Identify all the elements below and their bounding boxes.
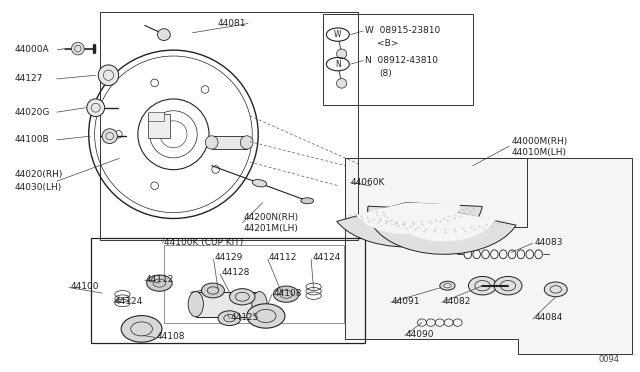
Text: 44020(RH): 44020(RH) <box>14 170 63 179</box>
Text: 44125: 44125 <box>231 313 259 322</box>
Ellipse shape <box>252 292 267 317</box>
Text: 44000A: 44000A <box>14 45 49 54</box>
Ellipse shape <box>301 198 314 204</box>
Ellipse shape <box>99 65 118 86</box>
Text: N  08912-43810: N 08912-43810 <box>365 56 438 65</box>
Ellipse shape <box>102 129 117 144</box>
Ellipse shape <box>230 289 255 305</box>
Ellipse shape <box>241 136 253 149</box>
Text: 44129: 44129 <box>215 253 243 263</box>
Bar <box>91 238 365 343</box>
Text: W  08915-23810: W 08915-23810 <box>365 26 440 35</box>
Text: 44112: 44112 <box>269 253 298 263</box>
Ellipse shape <box>337 49 347 59</box>
Text: 44108: 44108 <box>156 332 185 341</box>
Text: 0094: 0094 <box>598 355 620 364</box>
Text: 44082: 44082 <box>443 297 471 306</box>
Text: 44083: 44083 <box>534 238 563 247</box>
Ellipse shape <box>147 275 172 291</box>
Ellipse shape <box>337 78 347 88</box>
Text: N: N <box>335 60 340 69</box>
Ellipse shape <box>157 29 170 41</box>
Text: 44084: 44084 <box>534 313 563 322</box>
Ellipse shape <box>544 282 567 297</box>
Bar <box>100 13 358 240</box>
Text: 44010M(LH): 44010M(LH) <box>511 148 566 157</box>
Text: 44108: 44108 <box>273 289 302 298</box>
Text: 44090: 44090 <box>406 330 435 339</box>
Ellipse shape <box>246 304 285 328</box>
Text: 44030(LH): 44030(LH) <box>14 183 61 192</box>
Text: 44100K (CUP KIT): 44100K (CUP KIT) <box>164 238 243 247</box>
Text: <B>: <B> <box>378 39 399 48</box>
Circle shape <box>440 281 455 290</box>
Ellipse shape <box>121 315 162 342</box>
Text: W: W <box>334 30 342 39</box>
Wedge shape <box>368 206 516 254</box>
Ellipse shape <box>252 180 267 187</box>
Ellipse shape <box>87 99 104 116</box>
Text: 44100B: 44100B <box>14 135 49 144</box>
Text: 44124: 44124 <box>115 297 143 306</box>
Text: 44112: 44112 <box>146 275 175 283</box>
Bar <box>323 14 473 105</box>
Text: 44081: 44081 <box>218 19 246 28</box>
Bar <box>148 112 164 121</box>
Bar <box>212 136 246 149</box>
Ellipse shape <box>494 276 522 295</box>
Text: 44124: 44124 <box>312 253 340 263</box>
Bar <box>164 245 344 323</box>
Text: 44201M(LH): 44201M(LH) <box>244 224 298 233</box>
Ellipse shape <box>205 136 218 149</box>
Ellipse shape <box>218 311 241 326</box>
Ellipse shape <box>188 292 204 317</box>
Text: 44091: 44091 <box>392 297 420 306</box>
Text: 44100: 44100 <box>70 282 99 291</box>
Wedge shape <box>337 203 482 247</box>
Ellipse shape <box>468 276 497 295</box>
Ellipse shape <box>273 286 299 302</box>
Bar <box>148 114 170 138</box>
Ellipse shape <box>72 42 84 55</box>
Wedge shape <box>356 203 460 234</box>
Text: (8): (8) <box>380 69 392 78</box>
Text: 44000M(RH): 44000M(RH) <box>511 137 568 146</box>
Text: 44127: 44127 <box>14 74 42 83</box>
Text: 44020G: 44020G <box>14 108 49 117</box>
Text: 44060K: 44060K <box>351 178 385 187</box>
Bar <box>346 158 527 227</box>
Text: 44128: 44128 <box>221 268 250 277</box>
Ellipse shape <box>202 283 225 298</box>
Bar <box>196 292 259 317</box>
Wedge shape <box>390 206 496 241</box>
Polygon shape <box>346 158 632 354</box>
Text: 44200N(RH): 44200N(RH) <box>244 213 299 222</box>
